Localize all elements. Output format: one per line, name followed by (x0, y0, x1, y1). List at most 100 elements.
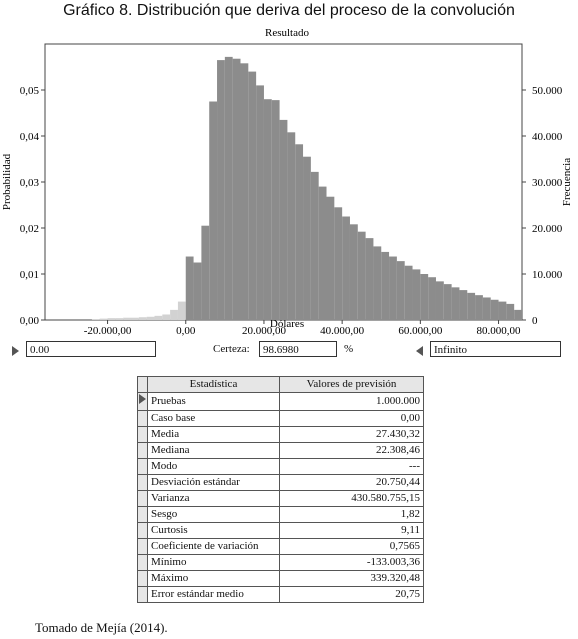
histogram-bar (412, 269, 421, 320)
stat-name: Coeficiente de variación (147, 538, 280, 555)
histogram-bar (389, 256, 397, 320)
right-grabber-icon[interactable] (416, 346, 423, 356)
table-row[interactable]: Máximo 339.320,48 (137, 570, 424, 587)
stat-value: 22.308,46 (279, 442, 424, 459)
y-left-tick-label: 0,01 (20, 269, 39, 281)
row-selector[interactable] (137, 392, 148, 411)
row-selector[interactable] (137, 410, 148, 427)
y-axis-left-label: Probabilidad (1, 153, 13, 210)
stat-value: 0,00 (279, 410, 424, 427)
table-row[interactable]: Mediana 22.308,46 (137, 442, 424, 459)
stat-value: 1.000.000 (279, 392, 424, 411)
stat-name: Modo (147, 458, 280, 475)
table-row[interactable]: Curtosis 9,11 (137, 522, 424, 539)
stat-value: -133.003,36 (279, 554, 424, 571)
stat-value: 27.430,32 (279, 426, 424, 443)
y-left-tick-label: 0,04 (20, 131, 40, 143)
table-row[interactable]: Caso base 0,00 (137, 410, 424, 427)
y-left-tick-label: 0,05 (20, 85, 40, 97)
table-row[interactable]: Media 27.430,32 (137, 426, 424, 443)
certainty-input[interactable]: 98.6980 (259, 341, 337, 357)
stat-value: 20,75 (279, 586, 424, 603)
histogram-chart: Resultado -20.000,00 0,00 20.000,00 40.000,… (1, 27, 573, 337)
histogram-bar (185, 256, 194, 320)
table-row[interactable]: Mínimo -133.003,36 (137, 554, 424, 571)
row-selector[interactable] (137, 474, 148, 491)
row-selector[interactable] (137, 522, 148, 539)
row-selector[interactable] (137, 442, 148, 459)
row-selector[interactable] (137, 586, 148, 603)
x-tick-label: -20.000,00 (84, 325, 132, 337)
histogram-bar (420, 274, 429, 320)
histogram-bar (334, 207, 343, 320)
histogram-bar (146, 316, 155, 320)
row-selector[interactable] (137, 490, 148, 507)
left-bound-input[interactable]: 0.00 (26, 341, 156, 357)
stat-value: 430.580.755,15 (279, 490, 424, 507)
chart-title: Resultado (265, 27, 309, 39)
histogram-bar (443, 284, 452, 320)
row-pointer-icon (139, 394, 146, 404)
stat-value: 1,82 (279, 506, 424, 523)
table-body: Pruebas 1.000.000 Caso base 0,00 Media 27.430… (137, 392, 424, 603)
histogram-bar (396, 261, 405, 320)
y-right-tick-label: 10.000 (532, 269, 563, 281)
y-axis-left: 0,00 0,01 0,02 0,03 0,04 0,05 (20, 85, 45, 327)
row-selector[interactable] (137, 458, 148, 475)
y-left-tick-label: 0,02 (20, 223, 39, 235)
row-selector[interactable] (137, 506, 148, 523)
histogram-bar (263, 99, 272, 320)
right-bound-input[interactable]: Infinito (430, 341, 561, 357)
table-row[interactable]: Desviación estándar 20.750,44 (137, 474, 424, 491)
histogram-bar (232, 58, 241, 320)
table-header-values: Valores de previsión (279, 376, 424, 393)
stat-name: Media (147, 426, 280, 443)
histogram-bar (373, 246, 382, 320)
histogram-bar (435, 281, 444, 320)
y-left-tick-label: 0,00 (20, 315, 40, 327)
stat-value: 20.750,44 (279, 474, 424, 491)
row-selector[interactable] (137, 570, 148, 587)
histogram-bar (475, 295, 483, 320)
y-right-tick-label: 30.000 (532, 177, 563, 189)
stat-name: Desviación estándar (147, 474, 280, 491)
x-tick-label: 60.000,00 (398, 325, 443, 337)
histogram-bar (193, 262, 202, 320)
histogram-bar (107, 318, 116, 320)
stat-name: Pruebas (147, 392, 280, 411)
left-grabber-icon[interactable] (12, 346, 19, 356)
x-axis: -20.000,00 0,00 20.000,00 40.000,00 60.000,0… (84, 320, 521, 337)
histogram-bar (91, 319, 100, 320)
histogram-bar (514, 309, 522, 320)
row-selector[interactable] (137, 554, 148, 571)
histogram-bar (271, 100, 280, 321)
table-row[interactable]: Varianza 430.580.755,15 (137, 490, 424, 507)
histogram-bar (170, 309, 178, 320)
histogram-bar (357, 231, 366, 320)
table-row[interactable]: Pruebas 1.000.000 (137, 392, 424, 411)
bars-group (91, 56, 522, 321)
table-row[interactable]: Error estándar medio 20,75 (137, 586, 424, 603)
histogram-bar (279, 119, 288, 321)
table-row[interactable]: Coeficiente de variación 0,7565 (137, 538, 424, 555)
histogram-bar (177, 301, 186, 320)
stat-value: --- (279, 458, 424, 475)
stat-name: Mínimo (147, 554, 280, 571)
stat-name: Sesgo (147, 506, 280, 523)
histogram-bar (349, 224, 358, 320)
row-selector[interactable] (137, 538, 148, 555)
histogram-bar (224, 56, 233, 320)
histogram-bar (217, 60, 225, 320)
table-row[interactable]: Sesgo 1,82 (137, 506, 424, 523)
histogram-bar (99, 318, 108, 320)
histogram-bar (295, 144, 304, 320)
row-selector[interactable] (137, 426, 148, 443)
histogram-bar (498, 301, 507, 320)
histogram-bar (201, 225, 210, 320)
table-header-statistic: Estadística (147, 376, 280, 393)
table-row[interactable]: Modo --- (137, 458, 424, 475)
histogram-bar (451, 287, 460, 320)
histogram-bar (428, 277, 436, 320)
statistics-table: Estadística Valores de previsión Pruebas… (137, 376, 424, 603)
histogram-bar (138, 317, 147, 320)
